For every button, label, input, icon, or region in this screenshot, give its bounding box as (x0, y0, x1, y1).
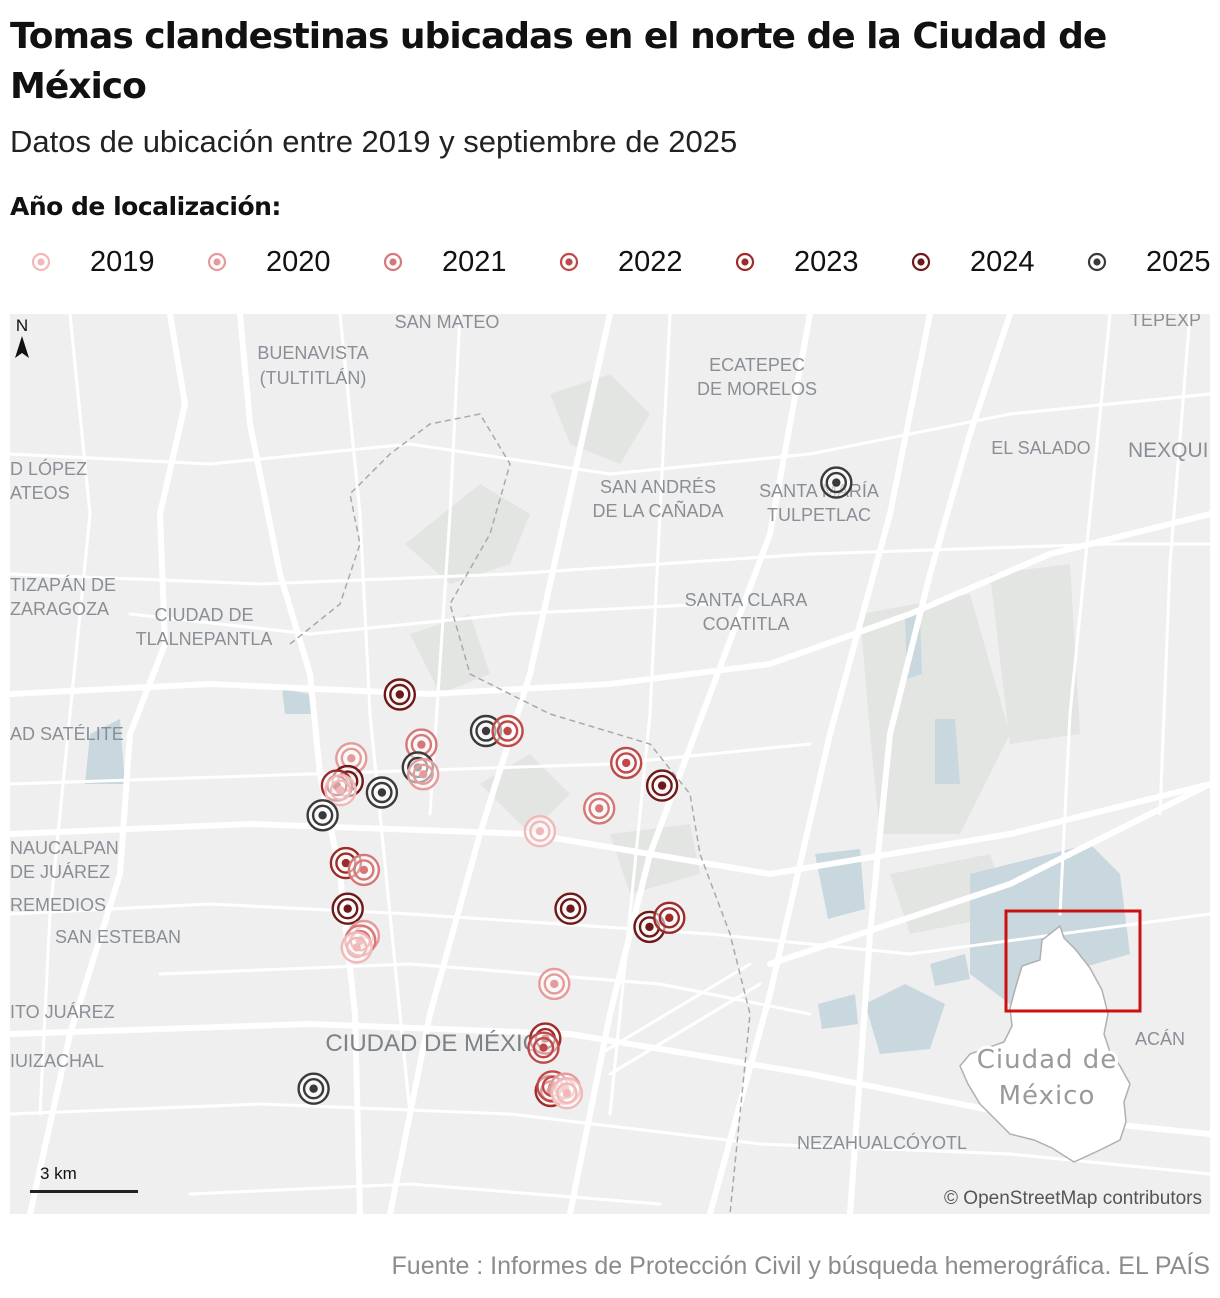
inset-locator: Ciudad de México (959, 909, 1142, 1163)
incident-marker-2025 (297, 1072, 330, 1105)
place-label: SANTA MARÍA (759, 481, 879, 501)
legend-label: 2023 (794, 245, 859, 278)
incident-marker-2019 (523, 815, 557, 848)
incident-marker-2021 (347, 853, 381, 887)
legend-label: 2020 (266, 245, 331, 278)
scale-bar (30, 1190, 138, 1193)
incident-marker-2023 (653, 901, 686, 934)
place-label: SAN MATEO (395, 314, 500, 332)
incident-marker-2019 (550, 1077, 584, 1110)
place-label: AD SATÉLITE (10, 724, 124, 744)
place-label: CIUDAD DE (154, 605, 253, 625)
legend-title: Año de localización: (10, 192, 281, 221)
map-attribution: © OpenStreetMap contributors (942, 1188, 1204, 1210)
place-label: TLALNEPANTLA (136, 629, 273, 649)
place-label: DE JUÁREZ (10, 862, 110, 882)
incident-marker-2019 (324, 774, 357, 807)
legend-item-2025: 2025 (1086, 242, 1211, 282)
place-label: EL SALADO (991, 438, 1090, 458)
place-label: REMEDIOS (10, 895, 106, 915)
inset-highlight-box (1004, 909, 1142, 1013)
place-label: TIZAPÁN DE (10, 575, 116, 595)
place-label: COATITLA (703, 614, 790, 634)
place-label: D LÓPEZ (10, 458, 87, 479)
place-label: IUIZACHAL (10, 1051, 104, 1071)
incident-marker-2021 (583, 792, 616, 825)
scale-label: 3 km (40, 1164, 77, 1183)
incident-marker-2020 (407, 758, 440, 791)
basemap: SAN MATEO BUENAVISTA (TULTITLÁN) ECATEPE… (10, 314, 1210, 1214)
place-label: NEXQUI (1128, 439, 1209, 462)
legend-marker-icon (735, 252, 755, 272)
place-label: SAN ANDRÉS (600, 477, 716, 497)
legend-item-2023: 2023 (734, 242, 859, 282)
chart-title: Tomas clandestinas ubicadas en el norte … (10, 16, 1107, 107)
incident-marker-2024 (331, 892, 364, 925)
incident-marker-2022 (527, 1031, 560, 1064)
incident-marker-2024 (645, 769, 679, 802)
place-label: SAN ESTEBAN (55, 927, 181, 947)
incident-marker-2025 (306, 799, 339, 832)
legend-label: 2021 (442, 245, 507, 278)
place-label-main: CIUDAD DE MÉXICO (325, 1030, 558, 1057)
legend-item-2019: 2019 (30, 242, 155, 282)
chart-subtitle: Datos de ubicación entre 2019 y septiemb… (10, 124, 738, 159)
map-panel[interactable]: SAN MATEO BUENAVISTA (TULTITLÁN) ECATEPE… (10, 314, 1210, 1214)
place-label: ATEOS (10, 483, 70, 503)
legend-marker-icon (383, 252, 403, 272)
legend-marker-icon (1087, 252, 1107, 272)
place-label: ECATEPEC (709, 355, 805, 375)
place-label: DE MORELOS (697, 379, 817, 399)
incident-marker-2022 (491, 714, 524, 748)
legend-label: 2024 (970, 245, 1035, 278)
place-label: SANTA CLARA (685, 590, 808, 610)
incident-marker-2024 (554, 892, 587, 925)
place-label: NEZAHUALCÓYOTL (797, 1132, 967, 1153)
cdmx-outline (959, 924, 1131, 1163)
legend-label: 2025 (1146, 245, 1211, 278)
inset-label: Ciudad de (977, 1045, 1118, 1075)
svg-text:N: N (16, 316, 28, 335)
legend-item-2022: 2022 (558, 242, 683, 282)
legend-marker-icon (911, 252, 931, 272)
legend-item-2021: 2021 (382, 242, 507, 282)
place-label: NAUCALPAN (10, 838, 119, 858)
legend-marker-icon (559, 252, 579, 272)
source-note: Fuente : Informes de Protección Civil y … (391, 1252, 1210, 1280)
marker-layer (297, 466, 853, 1110)
place-label: DE LA CAÑADA (592, 500, 723, 521)
place-label: ITO JUÁREZ (10, 1002, 115, 1022)
place-label: (TULTITLÁN) (260, 368, 367, 388)
legend-label: 2019 (90, 245, 155, 278)
incident-marker-2024 (383, 678, 416, 711)
incident-marker-2025 (820, 466, 853, 499)
legend-marker-icon (31, 252, 51, 272)
place-label: BUENAVISTA (257, 343, 368, 363)
place-label: TULPETLAC (767, 505, 871, 525)
inset-label: México (999, 1081, 1096, 1111)
place-labels: SAN MATEO BUENAVISTA (TULTITLÁN) ECATEPE… (10, 314, 1209, 1153)
legend-item-2020: 2020 (206, 242, 331, 282)
place-label: ZARAGOZA (10, 599, 109, 619)
place-label: TEPEXP (1130, 314, 1201, 330)
legend-label: 2022 (618, 245, 683, 278)
north-arrow-icon: N (15, 316, 29, 358)
incident-marker-2025 (365, 776, 399, 809)
legend-item-2024: 2024 (910, 242, 1035, 282)
incident-marker-2022 (610, 746, 643, 780)
incident-marker-2020 (538, 967, 571, 1001)
legend-marker-icon (207, 252, 227, 272)
incident-marker-2019 (340, 931, 373, 964)
place-label: ACÁN (1135, 1029, 1185, 1049)
